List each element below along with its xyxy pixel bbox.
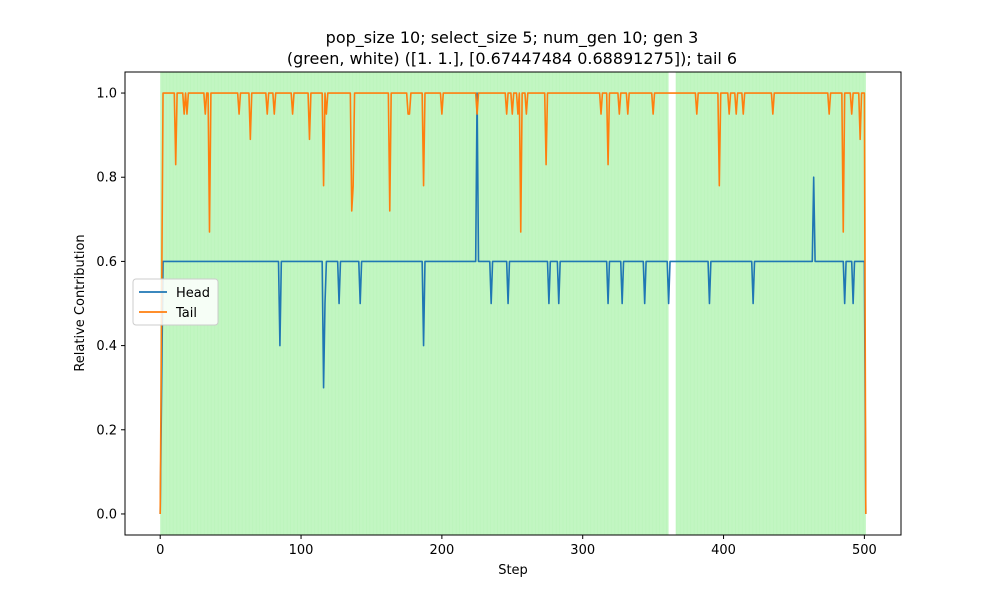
y-axis: 0.0 0.2 0.4 0.6 0.8 1.0 bbox=[96, 87, 125, 522]
y-tick-label: 0.2 bbox=[96, 423, 117, 438]
background-band-1 bbox=[668, 72, 676, 535]
band-stripes bbox=[160, 72, 865, 535]
y-tick-label: 0.0 bbox=[96, 507, 117, 522]
y-tick-label: 0.8 bbox=[96, 171, 117, 186]
plot-frame bbox=[124, 71, 902, 536]
background-band-0 bbox=[160, 72, 669, 535]
y-axis-label: Relative Contribution bbox=[73, 234, 88, 371]
legend-label-head: Head bbox=[176, 286, 210, 301]
y-tick-label: 0.6 bbox=[96, 255, 117, 270]
y-tick-label: 1.0 bbox=[96, 87, 117, 102]
series-line-tail bbox=[159, 92, 867, 514]
chart-title: pop_size 10; select_size 5; num_gen 10; … bbox=[326, 28, 699, 48]
chart-subtitle: (green, white) ([1. 1.], [0.67447484 0.6… bbox=[287, 49, 737, 68]
x-axis-label: Step bbox=[498, 563, 528, 578]
x-tick-label: 0 bbox=[156, 543, 164, 558]
legend-box bbox=[132, 278, 219, 326]
legend: Head Tail bbox=[132, 278, 219, 326]
x-tick-label: 500 bbox=[852, 543, 877, 558]
series-line-head bbox=[159, 92, 867, 514]
x-tick-label: 200 bbox=[429, 543, 454, 558]
x-tick-label: 400 bbox=[711, 543, 736, 558]
background-band-2 bbox=[675, 72, 866, 535]
series-group bbox=[159, 92, 867, 514]
x-axis: 0 100 200 300 400 500 bbox=[156, 535, 877, 558]
legend-label-tail: Tail bbox=[175, 306, 197, 321]
x-tick-label: 100 bbox=[289, 543, 314, 558]
x-tick-label: 300 bbox=[570, 543, 595, 558]
background-bands bbox=[160, 72, 866, 535]
y-tick-label: 0.4 bbox=[96, 339, 117, 354]
